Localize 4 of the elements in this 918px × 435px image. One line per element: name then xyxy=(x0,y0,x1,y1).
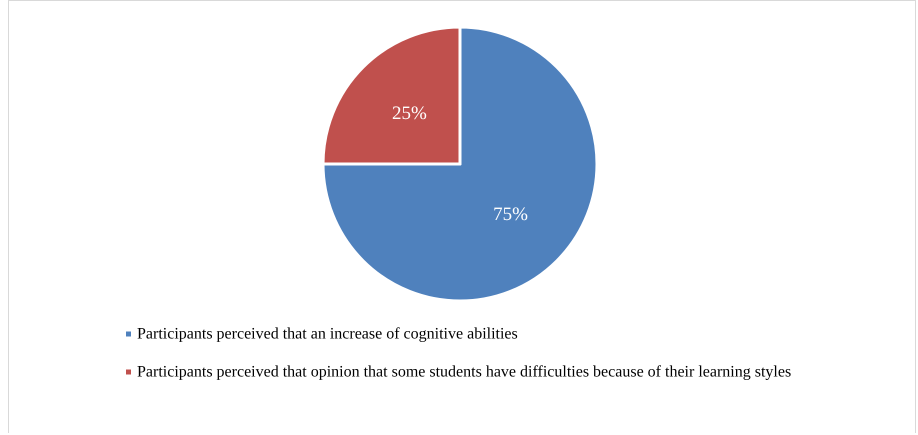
data-label: 75% xyxy=(493,204,528,226)
legend-label: Participants perceived that opinion that some students have difficulties because of their learning styles xyxy=(137,364,792,380)
data-label: 25% xyxy=(392,102,428,124)
legend-label: Participants perceived that an increase of cognitive abilities xyxy=(137,326,518,342)
